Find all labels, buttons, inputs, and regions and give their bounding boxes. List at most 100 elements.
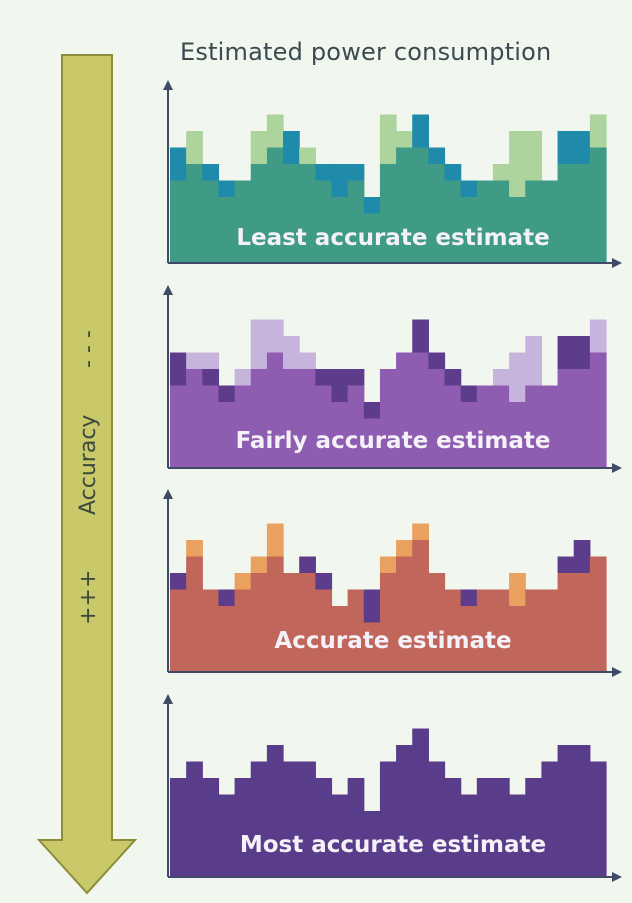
bar-base	[283, 573, 300, 672]
accuracy-label: Accuracy	[76, 415, 101, 515]
bar-base	[379, 573, 397, 672]
bar-base	[412, 728, 429, 877]
bar-base	[557, 745, 575, 877]
bar-light	[250, 131, 268, 164]
bar-dark	[363, 402, 381, 419]
diagram-title: Estimated power consumption	[180, 38, 552, 66]
bar-base	[589, 352, 607, 468]
bar-base	[363, 811, 381, 877]
bar-base	[525, 385, 543, 468]
bar-base	[202, 180, 220, 263]
bar-base	[476, 180, 494, 263]
bar-base	[170, 589, 187, 672]
bar-light	[509, 131, 526, 197]
bar-dark	[460, 180, 478, 197]
bar-base	[299, 164, 316, 263]
bar-dark	[363, 197, 381, 214]
bar-dark	[428, 147, 446, 164]
bar-light	[492, 164, 510, 181]
bar-base	[396, 352, 413, 468]
x-axis-arrowhead	[612, 463, 622, 473]
bar-base	[476, 778, 494, 877]
accuracy-arrow-shape	[36, 54, 138, 895]
bar-base	[509, 794, 526, 877]
bar-light	[202, 352, 220, 369]
bar-base	[250, 761, 268, 877]
bar-base	[315, 385, 333, 468]
bar-base	[396, 745, 413, 877]
bar-light	[266, 114, 284, 148]
bar-dark	[412, 114, 429, 148]
bar-base	[379, 369, 397, 468]
bar-base	[460, 606, 478, 672]
bar-base	[202, 385, 220, 468]
bar-base	[509, 197, 526, 263]
bar-base	[573, 745, 591, 877]
bar-dark	[299, 556, 316, 573]
bar-dark	[412, 319, 429, 353]
bar-base	[460, 402, 478, 468]
bar-light	[492, 369, 510, 386]
bar-base	[557, 369, 575, 468]
bar-base	[396, 147, 413, 263]
bar-base	[315, 589, 333, 672]
bar-dark	[283, 131, 300, 164]
bar-base	[266, 147, 284, 263]
bar-base	[299, 573, 316, 672]
bar-light	[299, 352, 316, 369]
bar-dark	[573, 540, 591, 573]
bar-base	[347, 180, 365, 263]
bar-light	[412, 523, 429, 540]
bar-dark	[573, 131, 591, 164]
bar-base	[250, 369, 268, 468]
bar-base	[266, 745, 284, 877]
bar-base	[428, 369, 446, 468]
bar-base	[250, 164, 268, 263]
bar-light	[186, 540, 203, 557]
bar-base	[379, 761, 397, 877]
bar-base	[509, 402, 526, 468]
bar-dark	[170, 147, 187, 181]
x-axis-arrowhead	[612, 667, 622, 677]
y-axis-arrowhead	[163, 285, 173, 295]
bar-dark	[557, 336, 575, 369]
bar-light	[250, 556, 268, 573]
bar-base	[347, 778, 365, 877]
bar-base	[218, 794, 236, 877]
bar-base	[234, 589, 252, 672]
bar-dark	[202, 164, 220, 181]
bar-dark	[218, 589, 236, 606]
chart-panel-2: Fairly accurate estimate	[163, 285, 622, 473]
bar-dark	[170, 573, 187, 590]
bar-light	[589, 319, 607, 353]
y-axis-arrowhead	[163, 489, 173, 499]
bar-dark	[218, 180, 236, 197]
bar-dark	[460, 385, 478, 402]
bar-base	[412, 147, 429, 263]
bar-light	[509, 573, 526, 606]
bar-base	[573, 573, 591, 672]
bar-base	[444, 778, 462, 877]
bar-base	[541, 761, 559, 877]
bar-dark	[331, 369, 349, 402]
bar-light	[250, 319, 268, 369]
y-axis-arrowhead	[163, 694, 173, 704]
panel-label: Accurate estimate	[274, 628, 511, 654]
bar-dark	[557, 556, 575, 573]
bar-dark	[315, 164, 333, 181]
bar-light	[283, 336, 300, 369]
x-axis-arrowhead	[612, 872, 622, 882]
bar-dark	[315, 573, 333, 590]
bar-base	[186, 164, 203, 263]
bar-dark	[573, 336, 591, 369]
bar-base	[428, 761, 446, 877]
bar-dark	[202, 369, 220, 386]
bar-base	[186, 369, 203, 468]
bar-dark	[347, 369, 365, 386]
bar-dark	[347, 164, 365, 181]
bar-base	[363, 622, 381, 672]
chart-panel-1: Least accurate estimate	[163, 80, 622, 268]
bar-base	[266, 556, 284, 672]
bar-light	[525, 336, 543, 386]
bar-base	[492, 589, 510, 672]
